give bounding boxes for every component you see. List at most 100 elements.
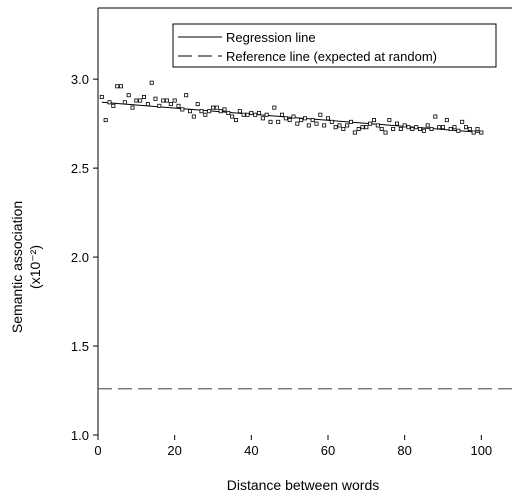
data-point — [283, 116, 288, 121]
data-point — [325, 116, 330, 121]
data-point — [187, 109, 192, 114]
x-axis-label: Distance between words — [227, 477, 380, 493]
data-point — [210, 105, 215, 110]
legend-label-regression: Regression line — [226, 30, 316, 45]
data-point — [444, 118, 449, 123]
data-point — [195, 102, 200, 107]
data-points — [99, 80, 484, 135]
data-point — [406, 125, 411, 130]
data-point — [119, 84, 124, 89]
data-point — [394, 121, 399, 126]
data-point — [99, 94, 104, 99]
data-point — [356, 126, 361, 131]
data-point — [141, 94, 146, 99]
data-point — [467, 126, 472, 131]
x-tick-label: 60 — [321, 443, 335, 458]
y-axis-label: Semantic association — [9, 201, 25, 333]
data-point — [107, 100, 112, 105]
data-point — [256, 110, 261, 115]
data-point — [417, 126, 422, 131]
data-point — [153, 96, 158, 101]
plot-frame — [97, 7, 512, 435]
x-axis-ticks: 0 20 40 60 80 100 — [94, 435, 492, 458]
data-point — [322, 123, 327, 128]
data-point — [241, 112, 246, 117]
data-point — [364, 125, 369, 130]
data-point — [222, 107, 227, 112]
data-point — [199, 109, 204, 114]
data-point — [460, 119, 465, 124]
data-point — [103, 118, 108, 123]
data-point — [272, 105, 277, 110]
data-point — [138, 98, 143, 103]
data-point — [176, 103, 181, 108]
data-point — [245, 112, 250, 117]
data-point — [260, 116, 265, 121]
data-point — [268, 119, 273, 124]
data-point — [226, 110, 231, 115]
data-point — [184, 93, 189, 98]
data-point — [379, 126, 384, 131]
data-point — [387, 118, 392, 123]
data-point — [375, 123, 380, 128]
data-point — [191, 114, 196, 119]
data-point — [306, 123, 311, 128]
data-point — [368, 121, 373, 126]
legend-label-reference: Reference line (expected at random) — [226, 49, 437, 64]
data-point — [448, 126, 453, 131]
data-point — [345, 123, 350, 128]
data-point — [237, 109, 242, 114]
data-point — [337, 123, 342, 128]
x-tick-label: 40 — [244, 443, 258, 458]
data-point — [437, 125, 442, 130]
data-point — [149, 80, 154, 85]
y-tick-label: 1.5 — [71, 339, 89, 354]
data-point — [111, 103, 116, 108]
data-point — [348, 119, 353, 124]
data-point — [145, 102, 150, 107]
data-point — [122, 100, 127, 105]
data-point — [398, 126, 403, 131]
data-point — [264, 112, 269, 117]
data-point — [410, 126, 415, 131]
y-tick-label: 2.0 — [71, 250, 89, 265]
data-point — [314, 121, 319, 126]
y-tick-label: 1.0 — [71, 428, 89, 443]
data-point — [414, 125, 419, 130]
data-point — [371, 118, 376, 123]
data-point — [207, 109, 212, 114]
data-point — [329, 119, 334, 124]
x-tick-label: 20 — [167, 443, 181, 458]
data-point — [168, 102, 173, 107]
data-point — [172, 98, 177, 103]
data-point — [479, 130, 484, 135]
data-point — [126, 93, 131, 98]
data-point — [421, 128, 426, 133]
data-point — [452, 125, 457, 130]
y-axis-unit: (x10⁻²) — [27, 245, 43, 289]
data-point — [341, 126, 346, 131]
x-tick-label: 100 — [470, 443, 492, 458]
y-axis-ticks: 1.0 1.5 2.0 2.5 3.0 — [71, 72, 98, 443]
y-tick-label: 2.5 — [71, 161, 89, 176]
data-point — [276, 119, 281, 124]
data-point — [295, 121, 300, 126]
data-point — [230, 114, 235, 119]
data-point — [456, 128, 461, 133]
data-point — [440, 125, 445, 130]
data-point — [287, 118, 292, 123]
y-tick-label: 3.0 — [71, 72, 89, 87]
x-tick-label: 0 — [94, 443, 101, 458]
data-point — [279, 112, 284, 117]
data-point — [302, 116, 307, 121]
data-point — [429, 126, 434, 131]
data-point — [291, 114, 296, 119]
data-point — [253, 112, 258, 117]
data-point — [318, 112, 323, 117]
data-point — [471, 130, 476, 135]
data-point — [115, 84, 120, 89]
legend: Regression line Reference line (expected… — [172, 23, 497, 68]
data-point — [164, 98, 169, 103]
data-point — [360, 125, 365, 130]
